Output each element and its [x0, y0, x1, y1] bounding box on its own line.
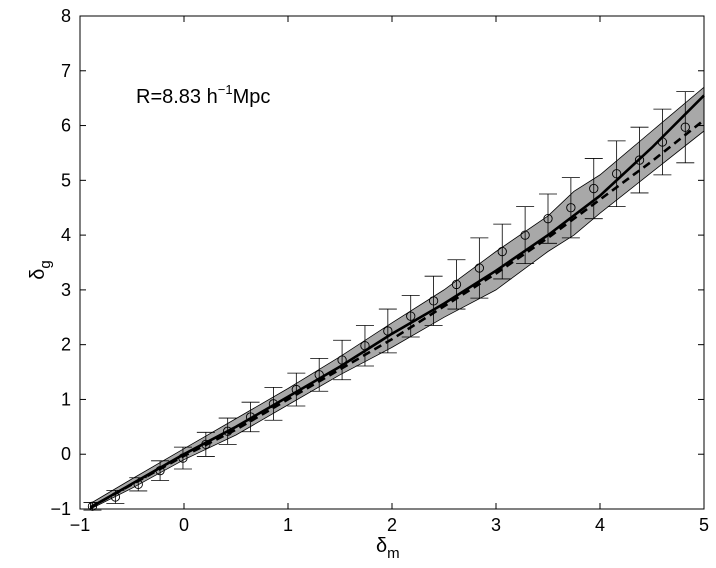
data-point-circle	[566, 203, 576, 213]
y-axis-symbol: δ	[27, 269, 49, 280]
data-point-circle	[223, 426, 233, 436]
y-tick-label: 0	[61, 444, 71, 464]
data-point-circle	[589, 183, 599, 194]
data-point-circle	[337, 355, 347, 365]
x-tick-label: 4	[595, 515, 605, 535]
y-tick-label: −1	[50, 499, 71, 519]
x-tick-label: 5	[699, 515, 709, 535]
y-tick-label: 2	[61, 335, 71, 355]
data-point-circle	[110, 492, 121, 502]
annotation-suffix: Mpc	[233, 86, 271, 108]
y-tick-label: 5	[61, 170, 71, 190]
y-tick-label: 7	[61, 61, 71, 81]
y-tick-label: 1	[61, 389, 71, 409]
data-point-circle	[406, 311, 416, 321]
data-point-circle	[474, 263, 485, 273]
data-point-circle	[634, 155, 645, 165]
x-tick-label: −1	[70, 515, 91, 535]
data-point-circle	[611, 169, 622, 179]
data-point-circle	[657, 137, 668, 147]
plot-area	[83, 86, 705, 511]
x-tick-label: 0	[179, 515, 189, 535]
data-point-circle	[155, 466, 165, 476]
data-point-circle	[178, 453, 188, 463]
data-point-circle	[383, 326, 393, 336]
x-axis-subscript: m	[387, 545, 400, 562]
data-point-circle	[133, 479, 143, 489]
data-point-circle	[201, 439, 211, 450]
data-point-circle	[428, 296, 439, 306]
x-tick-label: 1	[283, 515, 293, 535]
data-point-circle	[520, 230, 530, 240]
data-point-circle	[451, 279, 462, 290]
x-axis-label: δm	[376, 535, 400, 562]
data-point-circle	[543, 214, 553, 224]
annotation-label: R=8.83 h−1Mpc	[136, 82, 270, 108]
y-axis-subscript: g	[37, 260, 54, 268]
x-axis-symbol: δ	[376, 535, 387, 557]
x-tick-label: 3	[491, 515, 501, 535]
annotation-superscript: −1	[218, 82, 233, 97]
data-point-circle	[497, 246, 507, 257]
annotation-prefix: R=8.83 h	[136, 86, 218, 108]
data-point-circle	[245, 412, 256, 422]
data-point-circle	[291, 384, 301, 395]
data-point-circle	[360, 341, 370, 351]
data-point-circle	[268, 399, 279, 409]
y-tick-label: 3	[61, 280, 71, 300]
data-point-circle	[680, 122, 690, 132]
y-tick-label: 6	[61, 116, 71, 136]
data-point-circle	[87, 501, 98, 511]
data-point-circle	[314, 370, 324, 380]
y-tick-label: 8	[61, 6, 71, 26]
y-tick-label: 4	[61, 225, 71, 245]
y-axis-label: δg	[27, 260, 54, 279]
x-tick-label: 2	[387, 515, 397, 535]
series-dashed-line	[89, 119, 705, 509]
axis-ticks: −1 0 1 2 3 4 5 −1 0 1 2 3 4 5 6 7 8	[50, 6, 709, 535]
